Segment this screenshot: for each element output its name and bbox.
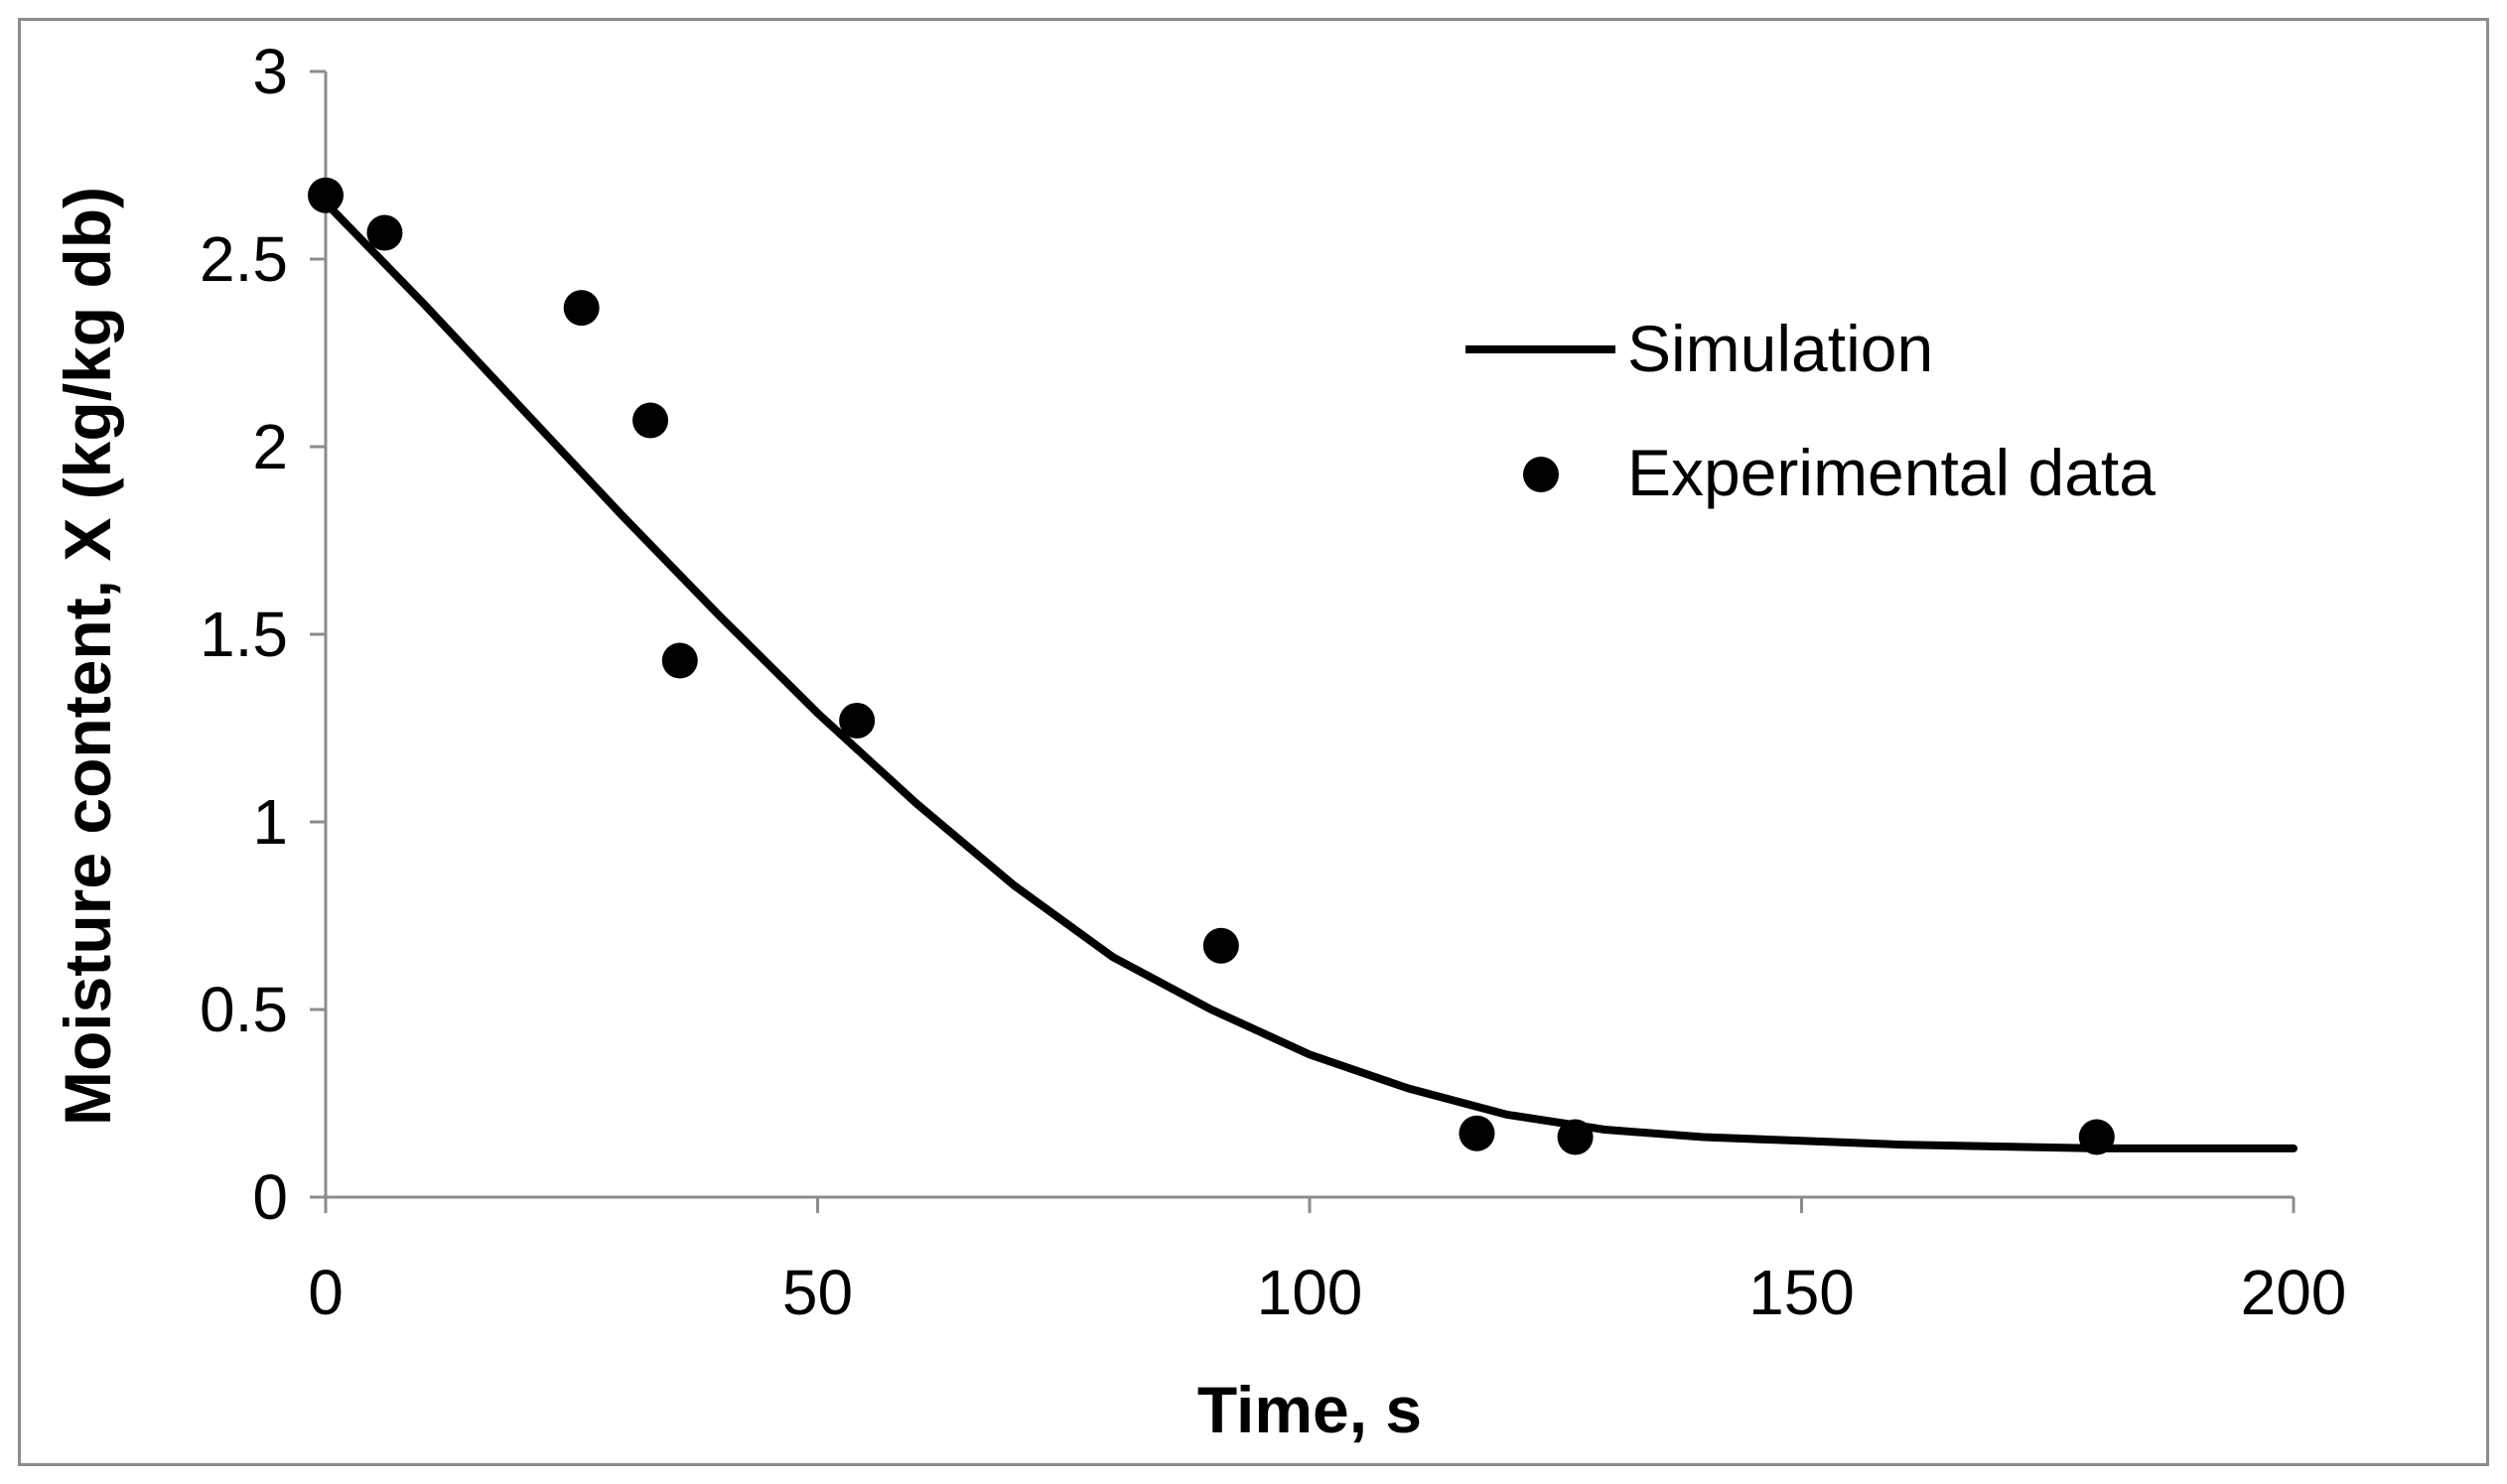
- experimental-point: [366, 214, 403, 251]
- legend-experimental-marker: [1523, 457, 1559, 492]
- experimental-point: [661, 642, 698, 679]
- experimental-point: [1202, 927, 1239, 964]
- experimental-point: [839, 702, 876, 739]
- y-axis-ticks: 0 0.5 1 1.5 2 2.5 3: [200, 36, 326, 1233]
- x-axis-ticks: 0 50 100 150 200: [308, 1197, 2346, 1328]
- experimental-point: [563, 290, 600, 327]
- chart-frame: 0 0.5 1 1.5 2 2.5 3 0 50 100 150 200 Time, s Moist…: [18, 18, 2489, 1466]
- experimental-point: [1557, 1119, 1594, 1155]
- legend-experimental-label: Experimental data: [1627, 436, 2156, 509]
- y-tick-label: 2.5: [200, 223, 288, 295]
- y-tick-label: 3: [252, 36, 288, 107]
- y-tick-label: 1.5: [200, 599, 288, 670]
- y-tick-label: 1: [252, 786, 288, 858]
- experimental-point: [1459, 1115, 1495, 1151]
- x-axis-title: Time, s: [1197, 1373, 1422, 1446]
- y-tick-label: 0.5: [200, 974, 288, 1045]
- moisture-chart: 0 0.5 1 1.5 2 2.5 3 0 50 100 150 200 Time, s Moist…: [51, 36, 2346, 1446]
- legend: Simulation Experimental data: [1465, 312, 2156, 509]
- x-tick-label: 150: [1748, 1257, 1855, 1328]
- experimental-point: [308, 177, 344, 213]
- x-tick-label: 0: [308, 1257, 344, 1328]
- y-axis-title: Moisture content, X (kg/kg db): [51, 187, 124, 1126]
- axes: [324, 71, 2294, 1199]
- series-layer: [308, 177, 2298, 1155]
- legend-simulation-label: Simulation: [1627, 312, 1933, 385]
- x-tick-label: 50: [782, 1257, 853, 1328]
- x-tick-label: 200: [2241, 1257, 2347, 1328]
- experimental-point: [632, 402, 669, 439]
- y-tick-label: 0: [252, 1161, 288, 1233]
- experimental-point: [2078, 1119, 2115, 1155]
- simulation-line: [322, 199, 2298, 1152]
- y-tick-label: 2: [252, 411, 288, 482]
- x-tick-label: 100: [1257, 1257, 1363, 1328]
